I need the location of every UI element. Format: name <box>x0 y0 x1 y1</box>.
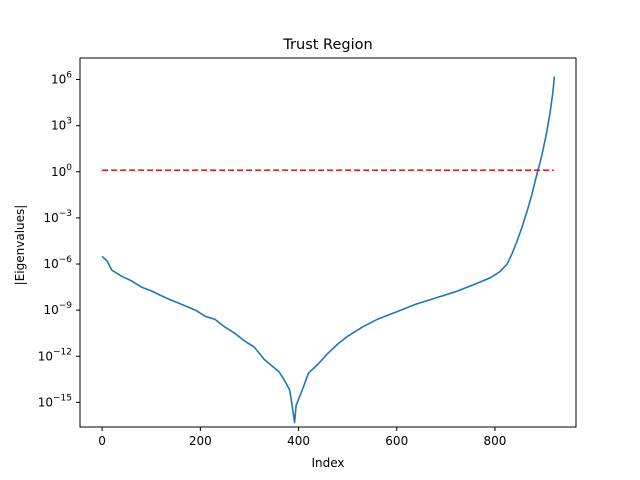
y-tick-label: 10−9 <box>43 301 72 317</box>
y-tick-label: 106 <box>51 71 72 87</box>
x-tick-label: 200 <box>189 434 212 448</box>
x-tick-label: 800 <box>484 434 507 448</box>
x-tick-label: 400 <box>287 434 310 448</box>
y-tick-label: 10−12 <box>38 347 72 363</box>
x-axis-label: Index <box>311 456 344 470</box>
y-tick-label: 10−3 <box>43 209 72 225</box>
y-axis-label: |Eigenvalues| <box>13 205 27 286</box>
y-tick-label: 100 <box>51 163 72 179</box>
y-tick-label: 103 <box>51 117 72 133</box>
plot-area <box>101 76 556 424</box>
x-axis: 0 200 400 600 800 <box>98 427 506 448</box>
y-tick-label: 10−15 <box>38 393 72 409</box>
plot-frame <box>79 57 577 428</box>
y-tick-label: 10−6 <box>43 255 72 271</box>
y-axis: 10−15 10−12 10−9 10−6 10−3 100 103 106 <box>38 71 80 409</box>
eigenvalue-series-line <box>101 76 556 424</box>
chart-title: Trust Region <box>282 37 372 53</box>
x-tick-label: 600 <box>385 434 408 448</box>
x-tick-label: 0 <box>98 434 106 448</box>
